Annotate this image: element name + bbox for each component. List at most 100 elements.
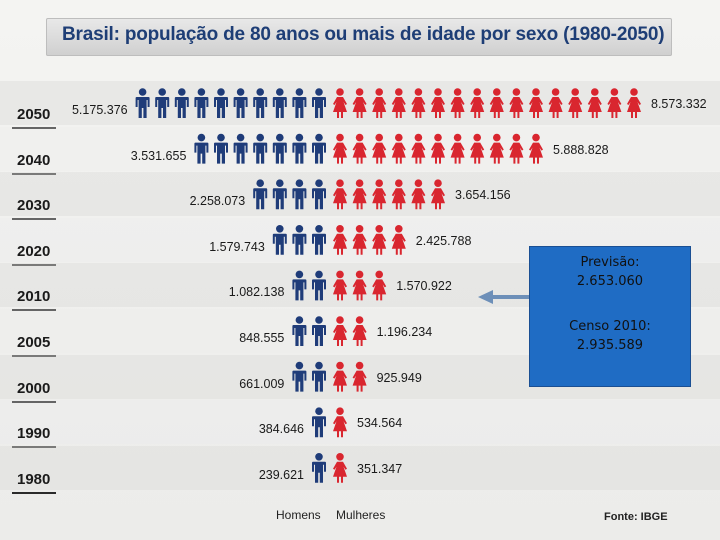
man-icon [272, 88, 287, 118]
woman-icon [431, 88, 445, 118]
year-label: 2030 [17, 197, 51, 215]
title-bar [46, 18, 672, 56]
man-icon [194, 133, 209, 164]
census-label: Censo 2010: [569, 319, 651, 334]
year-label: 2020 [17, 242, 51, 260]
year-underline [12, 355, 56, 357]
man-icon [312, 453, 326, 483]
woman-icon [352, 361, 367, 392]
man-icon [233, 133, 248, 164]
woman-icon [352, 225, 367, 255]
woman-icon [352, 133, 367, 164]
men-value-label: 384.646 [258, 422, 304, 437]
legend-women: Mulheres [336, 508, 386, 522]
man-icon [292, 133, 307, 164]
man-icon [292, 316, 307, 346]
callout-arrow-shaft [492, 295, 529, 299]
woman-icon [529, 88, 543, 118]
woman-icon [333, 179, 347, 210]
woman-icon [391, 225, 406, 255]
woman-icon [548, 88, 563, 118]
census-callout-box: Previsão: 2.653.060 Censo 2010: 2.935.58… [529, 246, 691, 387]
year-underline [12, 309, 56, 312]
woman-icon [333, 361, 347, 392]
census-value: 2.935.589 [576, 338, 644, 353]
men-value-label: 848.555 [239, 331, 285, 345]
man-icon [292, 179, 307, 210]
woman-icon [509, 133, 524, 164]
woman-icon [411, 179, 426, 210]
woman-icon [411, 133, 426, 164]
woman-icon [391, 179, 406, 210]
women-value-label: 1.570.922 [396, 279, 452, 294]
men-value-label: 239.621 [258, 467, 304, 482]
man-icon [253, 133, 268, 164]
man-icon [312, 361, 326, 392]
man-icon [292, 88, 307, 118]
man-icon [174, 88, 189, 118]
women-value-label: 3.654.156 [455, 188, 511, 203]
men-value-label: 661.009 [239, 376, 285, 391]
woman-icon [372, 225, 387, 255]
row-band [0, 445, 720, 490]
man-icon [214, 133, 228, 164]
man-icon [272, 133, 287, 164]
woman-icon [470, 133, 485, 164]
woman-icon [431, 133, 445, 164]
men-value-label: 2.258.073 [189, 194, 246, 209]
women-value-label: 5.888.828 [553, 142, 609, 157]
man-icon [135, 88, 150, 118]
year-label: 2050 [17, 106, 51, 123]
year-label: 2040 [17, 151, 51, 169]
woman-icon [431, 179, 445, 210]
men-value-label: 3.531.655 [130, 148, 187, 163]
man-icon [214, 88, 228, 118]
woman-icon [372, 179, 387, 210]
man-icon [292, 225, 307, 255]
year-label: 2000 [17, 379, 51, 397]
women-value-label: 1.196.234 [376, 325, 433, 339]
year-underline [12, 400, 56, 403]
woman-icon [333, 88, 347, 118]
year-underline [12, 172, 56, 175]
woman-icon [333, 225, 347, 255]
man-icon [233, 88, 248, 118]
woman-icon [352, 88, 367, 118]
year-underline [12, 127, 56, 129]
woman-icon [372, 88, 387, 118]
men-value-label: 5.175.376 [71, 103, 128, 117]
woman-icon [489, 133, 504, 164]
year-label: 1980 [17, 470, 51, 488]
man-icon [312, 407, 326, 438]
year-underline [12, 263, 56, 266]
man-icon [272, 225, 287, 255]
women-value-label: 925.949 [376, 370, 422, 385]
man-icon [312, 270, 326, 301]
man-icon [194, 88, 209, 118]
women-value-label: 351.347 [357, 461, 403, 476]
forecast-label: Previsão: [580, 255, 640, 270]
man-icon [292, 270, 307, 301]
woman-icon [372, 133, 387, 164]
woman-icon [587, 88, 602, 118]
legend-men: Homens [276, 508, 321, 522]
woman-icon [627, 88, 641, 118]
year-underline [12, 218, 56, 221]
man-icon [312, 316, 326, 346]
forecast-value: 2.653.060 [576, 274, 644, 289]
woman-icon [372, 270, 387, 301]
women-value-label: 8.573.332 [651, 97, 707, 111]
callout-arrow-icon [478, 290, 493, 304]
woman-icon [529, 133, 543, 164]
row-band [0, 400, 720, 445]
woman-icon [352, 270, 367, 301]
year-underline [12, 446, 56, 449]
woman-icon [333, 133, 347, 164]
woman-icon [333, 270, 347, 301]
chart-title: Brasil: população de 80 anos ou mais de … [62, 24, 665, 45]
man-icon [312, 88, 326, 118]
woman-icon [333, 316, 347, 346]
man-icon [292, 361, 307, 392]
woman-icon [352, 316, 367, 346]
women-value-label: 534.564 [357, 416, 403, 431]
